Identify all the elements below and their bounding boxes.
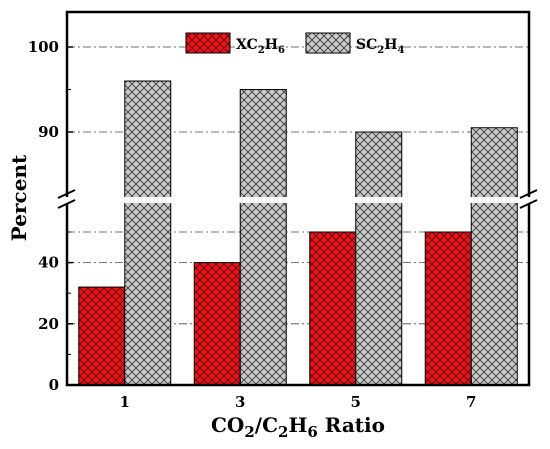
y-tick-label: 20 (38, 315, 59, 333)
x-tick-label: 1 (120, 393, 130, 411)
y-tick-label: 100 (28, 38, 59, 56)
bar-xc2h6-1 (78, 286, 126, 386)
axis-break-gap (60, 197, 530, 203)
axis-break-gap-right (524, 197, 536, 203)
legend-swatch-xc2h6 (185, 32, 231, 54)
x-tick-label: 5 (351, 393, 361, 411)
bars (78, 80, 518, 386)
legend: XC2H6 SC2H4 (185, 32, 404, 56)
bar-xc2h6-5 (309, 231, 357, 386)
legend-swatch-sc2h4 (305, 32, 351, 54)
x-tick-label: 7 (466, 393, 476, 411)
x-axis-title: CO2/C2H6 Ratio (211, 413, 385, 441)
axis-break-marks (57, 189, 538, 209)
bar-sc2h4-7 (470, 127, 518, 386)
legend-label-xc2h6: XC2H6 (236, 37, 285, 56)
bar-sc2h4-3 (239, 89, 287, 386)
x-ticks: 1 3 5 7 (120, 379, 476, 411)
legend-label-sc2h4: SC2H4 (356, 37, 404, 56)
y-axis-title: Percent (7, 154, 31, 241)
y-ticks: 0 20 40 90 100 (28, 38, 73, 394)
x-tick-label: 3 (235, 393, 245, 411)
y-tick-label: 90 (38, 123, 59, 141)
bar-xc2h6-7 (424, 231, 472, 386)
bar-sc2h4-1 (124, 80, 172, 386)
axis-break-gap-left (62, 197, 74, 203)
bar-xc2h6-3 (193, 262, 241, 386)
y-tick-label: 40 (38, 254, 59, 272)
y-tick-label: 0 (49, 376, 59, 394)
bar-sc2h4-5 (355, 131, 403, 386)
